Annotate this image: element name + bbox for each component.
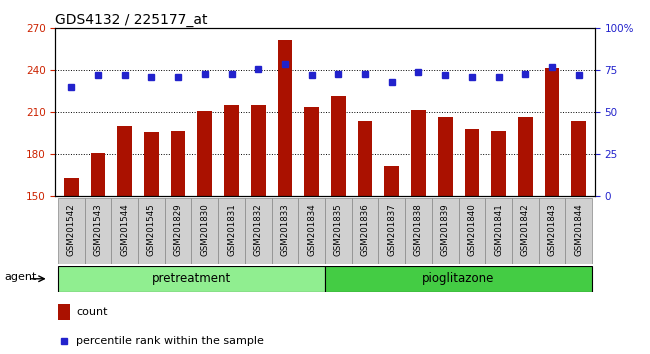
Bar: [325, 198, 352, 264]
Bar: [384, 166, 399, 196]
Text: GSM201834: GSM201834: [307, 204, 316, 256]
Text: GSM201833: GSM201833: [280, 204, 289, 256]
Text: pretreatment: pretreatment: [152, 272, 231, 285]
Text: GSM201542: GSM201542: [67, 204, 76, 256]
Bar: [58, 266, 325, 292]
Text: GSM201829: GSM201829: [174, 204, 183, 256]
Bar: [491, 131, 506, 196]
Bar: [438, 116, 452, 196]
Text: percentile rank within the sample: percentile rank within the sample: [76, 336, 264, 346]
Text: GSM201831: GSM201831: [227, 204, 236, 256]
Bar: [84, 198, 111, 264]
Bar: [298, 198, 325, 264]
Bar: [304, 107, 319, 196]
Bar: [512, 198, 539, 264]
Bar: [458, 198, 486, 264]
Bar: [58, 304, 70, 320]
Bar: [224, 105, 239, 196]
Bar: [545, 68, 560, 196]
Bar: [118, 126, 132, 196]
Bar: [405, 198, 432, 264]
Bar: [566, 198, 592, 264]
Bar: [171, 131, 185, 196]
Text: GSM201836: GSM201836: [361, 204, 370, 256]
Bar: [358, 121, 372, 196]
Text: GSM201839: GSM201839: [441, 204, 450, 256]
Text: GSM201835: GSM201835: [334, 204, 343, 256]
Text: GSM201844: GSM201844: [574, 204, 583, 256]
Bar: [378, 198, 405, 264]
Text: GDS4132 / 225177_at: GDS4132 / 225177_at: [55, 13, 208, 27]
Bar: [111, 198, 138, 264]
Bar: [164, 198, 192, 264]
Bar: [352, 198, 378, 264]
Bar: [198, 111, 212, 196]
Text: GSM201842: GSM201842: [521, 204, 530, 256]
Bar: [245, 198, 272, 264]
Bar: [192, 198, 218, 264]
Bar: [539, 198, 566, 264]
Bar: [218, 198, 245, 264]
Bar: [278, 40, 292, 196]
Bar: [432, 198, 458, 264]
Bar: [331, 96, 346, 196]
Text: GSM201838: GSM201838: [414, 204, 423, 256]
Bar: [138, 198, 164, 264]
Text: GSM201841: GSM201841: [494, 204, 503, 256]
Bar: [272, 198, 298, 264]
Text: GSM201545: GSM201545: [147, 204, 156, 256]
Bar: [518, 116, 532, 196]
Text: GSM201837: GSM201837: [387, 204, 396, 256]
Bar: [571, 121, 586, 196]
Bar: [325, 266, 592, 292]
Text: GSM201544: GSM201544: [120, 204, 129, 256]
Text: GSM201832: GSM201832: [254, 204, 263, 256]
Bar: [411, 110, 426, 196]
Bar: [251, 105, 266, 196]
Bar: [58, 198, 84, 264]
Text: count: count: [76, 307, 107, 317]
Text: pioglitazone: pioglitazone: [422, 272, 495, 285]
Bar: [465, 129, 479, 196]
Text: agent: agent: [5, 273, 37, 282]
Bar: [90, 153, 105, 196]
Text: GSM201543: GSM201543: [94, 204, 103, 256]
Text: GSM201840: GSM201840: [467, 204, 476, 256]
Bar: [64, 178, 79, 196]
Bar: [486, 198, 512, 264]
Text: GSM201843: GSM201843: [547, 204, 556, 256]
Text: GSM201830: GSM201830: [200, 204, 209, 256]
Bar: [144, 132, 159, 196]
